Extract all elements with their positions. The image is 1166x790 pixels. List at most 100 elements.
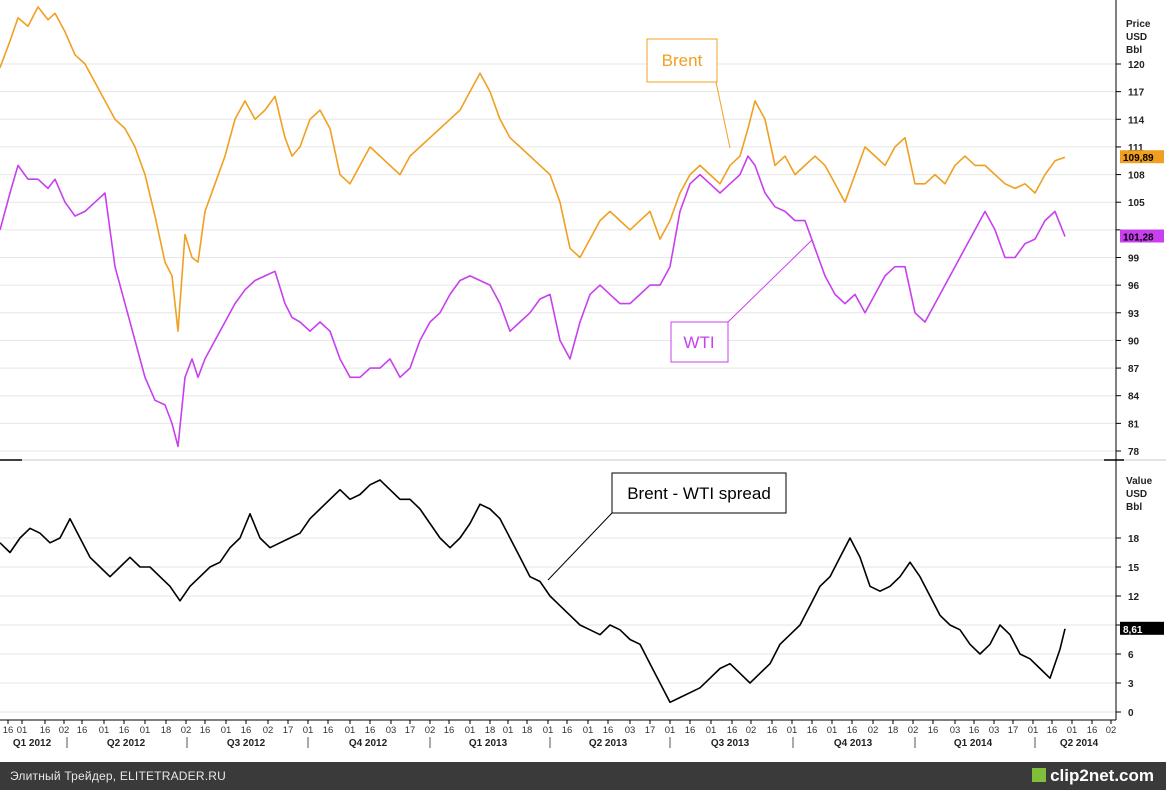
x-tick-label: 01 [827,725,838,736]
x-tick-label: 01 [345,725,356,736]
x-tick-label: 16 [847,725,858,736]
x-tick-label: 16 [767,725,778,736]
spread-ytick-label: 6 [1128,650,1134,661]
spread-last-value: 8,61 [1123,625,1143,636]
x-tick-label: 18 [161,725,172,736]
x-tick-label: 18 [888,725,899,736]
x-tick-label: 18 [485,725,496,736]
x-tick-label: 16 [562,725,573,736]
x-tick-label: 17 [645,725,656,736]
spread-callout-label: Brent - WTI spread [627,484,771,503]
price-ytick-label: 84 [1128,392,1140,403]
wti-callout-box [670,321,729,363]
price-ytick-label: 93 [1128,309,1140,320]
x-tick-label: 17 [1008,725,1019,736]
x-tick-label: 01 [583,725,594,736]
x-tick-label: 16 [3,725,14,736]
x-tick-label: 16 [928,725,939,736]
brent-last-value: 109,89 [1123,153,1154,164]
x-tick-label: 02 [425,725,436,736]
quarter-label: Q1 2012 [13,738,52,749]
price-ytick-label: 96 [1128,281,1140,292]
spread-ytick-label: 12 [1128,592,1140,603]
price-ytick-label: 81 [1128,419,1140,430]
x-tick-label: 03 [950,725,961,736]
x-tick-label: 01 [221,725,232,736]
x-tick-label: 01 [140,725,151,736]
x-tick-label: 16 [1087,725,1098,736]
x-tick-label: 16 [323,725,334,736]
quarter-label: Q4 2013 [834,738,873,749]
price-ytick-label: 108 [1128,171,1145,182]
brent-series-line [0,6,1066,333]
x-tick-label: 16 [1047,725,1058,736]
spread-callout-box [611,472,787,514]
spread-axis-title-line1: Value [1126,476,1153,487]
x-tick-label: 17 [283,725,294,736]
spread-ytick-label: 18 [1128,534,1140,545]
x-tick-label: 02 [1106,725,1117,736]
spread-callout-line [547,512,613,581]
x-tick-label: 16 [603,725,614,736]
brent-callout-box [646,38,718,83]
x-tick-label: 02 [263,725,274,736]
x-tick-label: 03 [386,725,397,736]
wti-last-value: 101,28 [1123,233,1154,244]
quarter-label: Q4 2012 [349,738,388,749]
x-tick-label: 16 [685,725,696,736]
x-tick-label: 16 [727,725,738,736]
quarter-label: Q1 2013 [469,738,508,749]
x-tick-label: 17 [405,725,416,736]
brent-callout-label: Brent [662,51,703,70]
x-tick-label: 16 [40,725,51,736]
x-tick-label: 01 [1028,725,1039,736]
x-tick-label: 01 [706,725,717,736]
price-ytick-label: 105 [1128,198,1145,209]
brent-last-value-badge [1120,150,1164,164]
wti-series-line [0,155,1066,448]
spread-axis-title-line3: Bbl [1126,502,1142,513]
watermark-text: clip2net.com [1050,766,1154,785]
x-tick-label: 01 [543,725,554,736]
price-ytick-label: 111 [1128,143,1144,154]
price-ytick-label: 99 [1128,254,1140,265]
x-tick-label: 02 [59,725,70,736]
quarter-label: Q2 2012 [107,738,146,749]
x-tick-label: 16 [365,725,376,736]
x-tick-label: 02 [868,725,879,736]
x-tick-label: 01 [503,725,514,736]
wti-callout-label: WTI [683,333,714,352]
price-axis-title-line3: Bbl [1126,45,1142,56]
x-tick-label: 03 [625,725,636,736]
footer-bar: Элитный Трейдер, ELITETRADER.RU clip2net… [0,762,1166,790]
spread-last-value-badge [1120,621,1164,635]
x-tick-label: 03 [989,725,1000,736]
quarter-label: Q2 2014 [1060,738,1099,749]
spread-series-line [0,479,1066,704]
x-tick-label: 01 [465,725,476,736]
x-tick-label: 16 [200,725,211,736]
quarter-label: Q1 2014 [954,738,993,749]
x-tick-label: 01 [303,725,314,736]
watermark[interactable]: clip2net.com [1032,766,1154,786]
spread-ytick-label: 3 [1128,679,1134,690]
x-tick-label: 18 [522,725,533,736]
x-tick-label: 16 [119,725,130,736]
x-tick-label: 01 [99,725,110,736]
chart-area: Price USD Bbl Value USD Bbl 78 81 84 87 90 93… [0,0,1166,749]
brent-callout-line [715,81,731,149]
spread-grid [0,537,1116,713]
source-credit: Элитный Трейдер, ELITETRADER.RU [10,769,226,783]
x-tick-label: 16 [969,725,980,736]
spread-ytick-label: 0 [1128,708,1134,719]
x-tick-label: 16 [444,725,455,736]
wti-callout-line [727,239,813,323]
x-tick-label: 01 [17,725,28,736]
quarter-label: Q2 2013 [589,738,628,749]
price-ytick-label: 120 [1128,60,1145,71]
price-ytick-label: 117 [1128,88,1145,99]
x-tick-label: 16 [241,725,252,736]
quarter-label: Q3 2013 [711,738,750,749]
price-grid [0,63,1116,452]
price-axis-title-line2: USD [1126,32,1147,43]
